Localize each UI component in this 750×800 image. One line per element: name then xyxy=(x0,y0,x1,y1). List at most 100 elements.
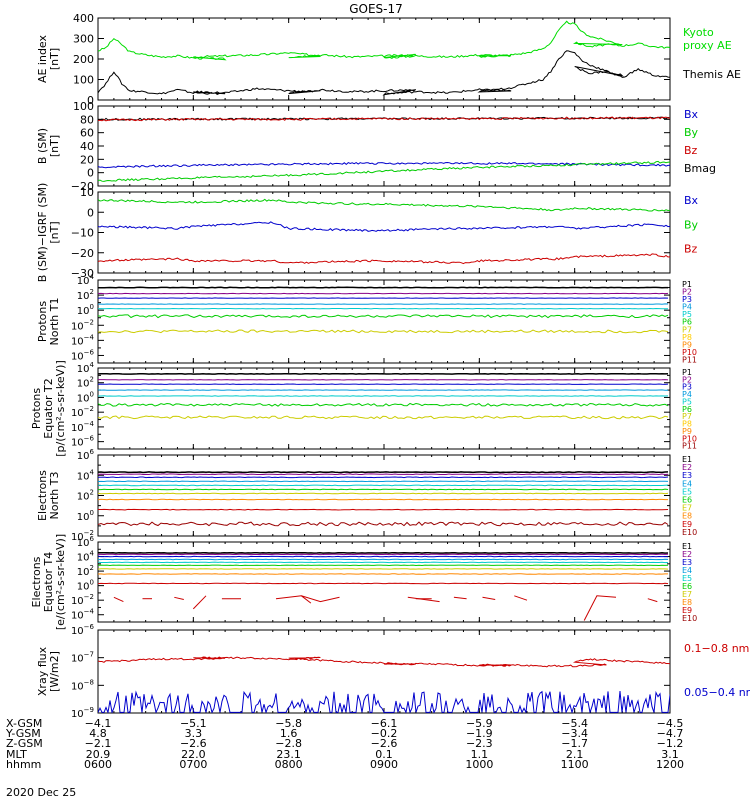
legend-item: E1 xyxy=(682,455,692,464)
chart-title: GOES-17 xyxy=(349,2,403,16)
legend-item: E6 xyxy=(682,496,692,505)
y-tick-label: 0 xyxy=(87,206,94,219)
y-tick-label: 10−8 xyxy=(71,678,94,692)
legend-item: E3 xyxy=(682,471,692,480)
y-axis-label: [W/m2] xyxy=(48,651,61,692)
legend-item: Bz xyxy=(684,144,698,157)
y-tick-label: 102 xyxy=(77,376,94,390)
panel-frame xyxy=(97,279,671,364)
series-by xyxy=(98,160,670,182)
series-e8 xyxy=(98,498,668,501)
x-axis-value: 23.1 xyxy=(276,748,301,761)
legend-item: P5 xyxy=(682,310,692,319)
legend-item: P10 xyxy=(682,348,697,357)
plot-area xyxy=(98,656,670,713)
y-tick-label: −20 xyxy=(71,247,94,260)
series-e5 xyxy=(98,484,669,487)
y-axis-label: Equator T4 xyxy=(42,552,55,612)
legend-item: P9 xyxy=(682,427,692,436)
plot-area xyxy=(98,551,669,621)
x-axis-value: −5.8 xyxy=(275,717,302,730)
series-bz xyxy=(98,253,670,265)
legend-item: Themis AE xyxy=(682,68,741,81)
legend-item: 0.1−0.8 nm xyxy=(684,642,749,655)
series-0-1-0-8-nm xyxy=(98,656,670,668)
y-tick-label: 300 xyxy=(73,33,94,46)
y-tick-label: 10−2 xyxy=(71,529,94,543)
legend-item: P7 xyxy=(682,325,692,334)
y-axis-label: B (SM) xyxy=(36,128,49,164)
x-axis-value: −2.1 xyxy=(85,737,112,750)
y-tick-label: 0 xyxy=(87,94,94,107)
y-axis-label: B (SM)−IGRF (SM) xyxy=(36,183,49,283)
series-p6 xyxy=(98,402,669,407)
series-e7 xyxy=(98,492,669,495)
series-e3 xyxy=(98,555,669,558)
y-axis-label: [nT] xyxy=(48,221,61,243)
y-tick-label: −10 xyxy=(71,227,94,240)
y-tick-label: 20 xyxy=(80,153,94,166)
plot-area xyxy=(98,198,670,265)
y-tick-label: 10−2 xyxy=(71,318,94,332)
series-e10-segment xyxy=(301,595,312,604)
x-axis-value: −3.4 xyxy=(561,727,588,740)
legend-item: P4 xyxy=(682,390,692,399)
y-tick-label: 10−4 xyxy=(71,333,95,347)
y-tick-label: 100 xyxy=(77,303,94,317)
y-tick-label: 102 xyxy=(77,489,94,503)
legend-item: P3 xyxy=(682,295,692,304)
y-tick-label: 60 xyxy=(80,127,94,140)
y-tick-label: 10−2 xyxy=(71,593,94,607)
x-axis-value: 0800 xyxy=(275,758,303,771)
legend-item: P1 xyxy=(682,368,692,377)
panel-bsm-igrf: −30 −20 −10 0 10 B (SM)−IGRF (SM) [nT] Bx By Bz xyxy=(36,183,699,283)
series-bx xyxy=(98,221,670,232)
series-e5 xyxy=(98,561,669,564)
legend-item: P2 xyxy=(682,375,692,384)
series-kyoto-proxy-ae xyxy=(98,20,670,61)
x-axis-value: −5.1 xyxy=(180,717,207,730)
y-tick-label: 106 xyxy=(77,535,95,549)
x-axis-value: 1.6 xyxy=(280,727,298,740)
series-e10-segment xyxy=(174,596,184,600)
legend-item: P8 xyxy=(682,420,692,429)
x-axis-value: −2.6 xyxy=(371,737,398,750)
y-axis-label: Xray flux xyxy=(36,646,49,696)
legend-item: By xyxy=(684,126,699,139)
legend-item: E8 xyxy=(682,512,692,521)
y-tick-label: −30 xyxy=(71,267,94,280)
x-axis-value: −6.1 xyxy=(371,717,398,730)
y-tick-label: 10−6 xyxy=(71,435,95,449)
x-axis-value: 22.0 xyxy=(181,748,206,761)
series-e10 xyxy=(98,521,669,527)
series-e10-segment xyxy=(113,596,124,603)
legend-item: E2 xyxy=(682,550,692,559)
series-themis-ae xyxy=(98,50,670,96)
legend-item: E4 xyxy=(682,479,692,488)
x-axis-value: −4.5 xyxy=(657,717,684,730)
series-e2 xyxy=(98,473,669,476)
x-axis-value: 0600 xyxy=(84,758,112,771)
legend-item: E9 xyxy=(682,606,692,615)
legend-item: E1 xyxy=(682,542,692,551)
x-row-label: X-GSM xyxy=(6,717,42,730)
x-axis-value: 1.1 xyxy=(471,748,489,761)
y-tick-label: 104 xyxy=(77,361,95,375)
y-tick-label: 10−2 xyxy=(71,405,94,419)
series-e10-segment xyxy=(514,595,528,601)
legend-item: P10 xyxy=(682,434,697,443)
x-axis-value: 1200 xyxy=(656,758,684,771)
y-tick-label: 80 xyxy=(80,113,94,126)
series-0-05-0-4-nm xyxy=(98,690,670,713)
legend-item: P11 xyxy=(682,442,697,451)
y-tick-label: 102 xyxy=(77,288,94,302)
series-e10-segment xyxy=(192,595,207,610)
x-axis-value: 0900 xyxy=(370,758,398,771)
date-label: 2020 Dec 25 xyxy=(6,786,76,799)
legend-item: E7 xyxy=(682,590,692,599)
legend-item: E10 xyxy=(682,614,697,623)
y-tick-label: 100 xyxy=(77,509,94,523)
